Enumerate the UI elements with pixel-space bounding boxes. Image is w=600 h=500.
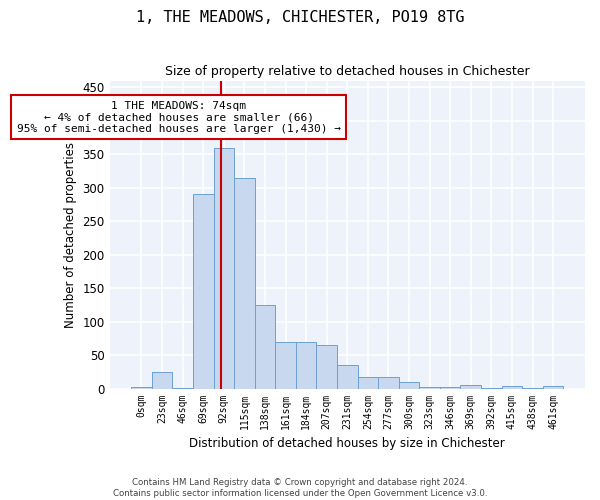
Bar [358, 376, 378, 388]
Bar [543, 386, 563, 388]
Text: 1 THE MEADOWS: 74sqm
← 4% of detached houses are smaller (66)
95% of semi-detach: 1 THE MEADOWS: 74sqm ← 4% of detached ho… [17, 100, 341, 134]
Bar [152, 372, 172, 388]
Bar [296, 342, 316, 388]
Bar [337, 365, 358, 388]
Bar [254, 305, 275, 388]
Text: 1, THE MEADOWS, CHICHESTER, PO19 8TG: 1, THE MEADOWS, CHICHESTER, PO19 8TG [136, 10, 464, 25]
Bar [234, 178, 254, 388]
Bar [440, 387, 460, 388]
Title: Size of property relative to detached houses in Chichester: Size of property relative to detached ho… [165, 65, 530, 78]
Bar [419, 387, 440, 388]
Bar [460, 385, 481, 388]
Bar [502, 386, 522, 388]
Bar [316, 345, 337, 389]
Bar [131, 387, 152, 388]
Y-axis label: Number of detached properties: Number of detached properties [64, 142, 77, 328]
Bar [214, 148, 234, 388]
Bar [193, 194, 214, 388]
Bar [378, 376, 399, 388]
Bar [275, 342, 296, 388]
Text: Contains HM Land Registry data © Crown copyright and database right 2024.
Contai: Contains HM Land Registry data © Crown c… [113, 478, 487, 498]
X-axis label: Distribution of detached houses by size in Chichester: Distribution of detached houses by size … [190, 437, 505, 450]
Bar [399, 382, 419, 388]
